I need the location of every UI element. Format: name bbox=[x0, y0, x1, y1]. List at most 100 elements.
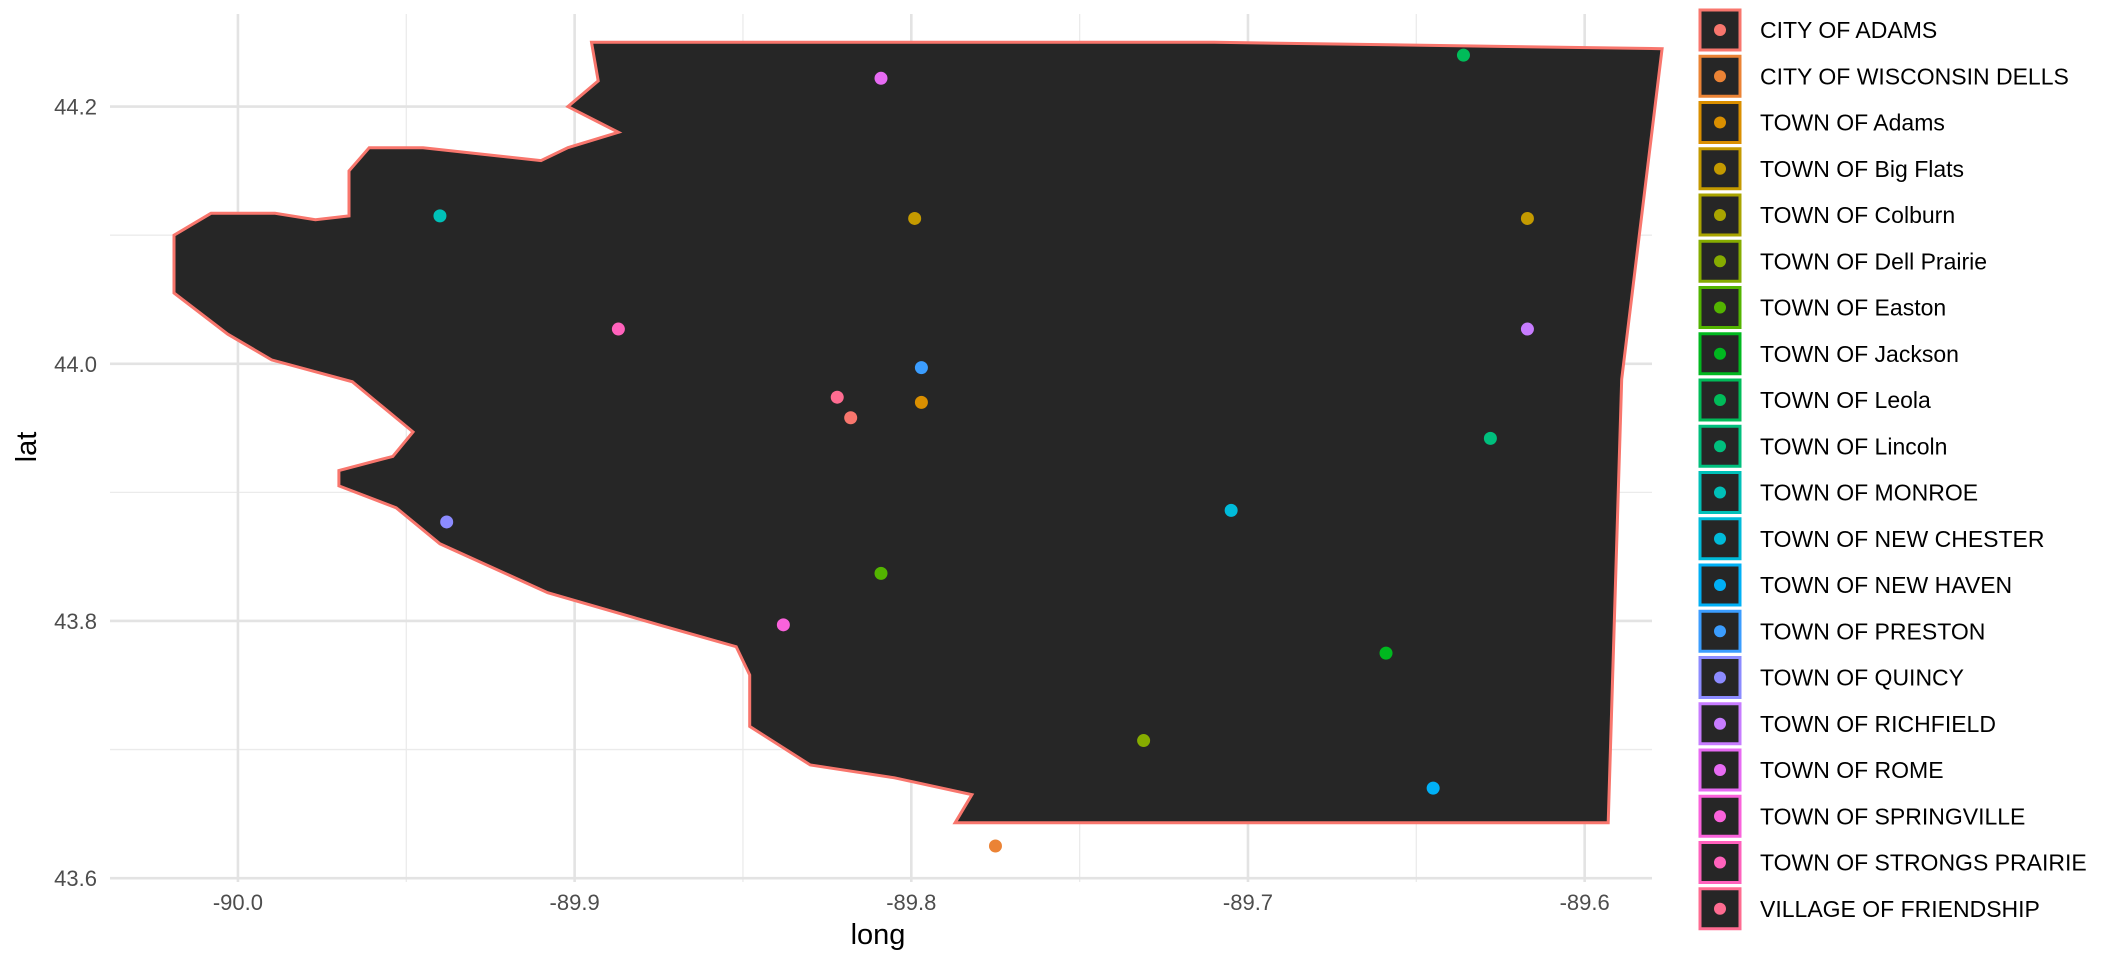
legend-key-dot bbox=[1714, 24, 1726, 36]
legend-item: TOWN OF Lincoln bbox=[1698, 424, 1947, 468]
data-point bbox=[914, 361, 928, 375]
data-point bbox=[1456, 48, 1470, 62]
legend-key-dot bbox=[1714, 394, 1726, 406]
data-point bbox=[611, 322, 625, 336]
legend-label: TOWN OF Dell Prairie bbox=[1760, 248, 1987, 274]
data-point bbox=[440, 515, 454, 529]
legend-key bbox=[1698, 794, 1742, 838]
data-point bbox=[433, 209, 447, 223]
data-point bbox=[1520, 211, 1534, 225]
legend: CITY OF ADAMS CITY OF WISCONSIN DELLS TOWN… bbox=[1698, 8, 2087, 931]
legend-key-dot bbox=[1714, 856, 1726, 869]
legend-key-dot bbox=[1714, 116, 1726, 129]
x-tick-label: -89.9 bbox=[550, 890, 600, 915]
legend-label: TOWN OF PRESTON bbox=[1760, 618, 1985, 644]
legend-item: TOWN OF Easton bbox=[1698, 286, 1946, 329]
legend-item: TOWN OF PRESTON bbox=[1698, 609, 1985, 653]
legend-item: TOWN OF NEW CHESTER bbox=[1698, 517, 2045, 561]
legend-key-dot bbox=[1714, 579, 1726, 591]
legend-label: TOWN OF NEW HAVEN bbox=[1760, 572, 2012, 598]
legend-item: TOWN OF ROME bbox=[1698, 748, 1944, 792]
legend-label: TOWN OF Big Flats bbox=[1760, 156, 1964, 182]
legend-label: TOWN OF Adams bbox=[1760, 110, 1945, 136]
legend-label: TOWN OF Easton bbox=[1760, 295, 1946, 321]
legend-item: TOWN OF Colburn bbox=[1698, 193, 1955, 237]
legend-key-dot bbox=[1714, 70, 1726, 83]
data-point bbox=[914, 395, 928, 409]
legend-label: TOWN OF QUINCY bbox=[1760, 665, 1964, 691]
legend-key-dot bbox=[1714, 625, 1726, 638]
legend-label: TOWN OF MONROE bbox=[1760, 480, 1978, 506]
x-tick-label: -90.0 bbox=[213, 890, 263, 915]
y-axis-ticks: 43.6 43.8 44.0 44.2 bbox=[54, 95, 97, 892]
legend-key-dot bbox=[1714, 532, 1726, 545]
data-point bbox=[776, 618, 790, 632]
legend-label: TOWN OF RICHFIELD bbox=[1760, 711, 1996, 737]
legend-item: TOWN OF STRONGS PRAIRIE bbox=[1698, 841, 2087, 884]
x-axis-title: long bbox=[851, 919, 906, 951]
legend-label: CITY OF ADAMS bbox=[1760, 17, 1937, 43]
legend-key-dot bbox=[1714, 486, 1726, 499]
y-axis-title: lat bbox=[11, 432, 43, 463]
data-point bbox=[1137, 734, 1151, 748]
legend-item: TOWN OF Dell Prairie bbox=[1698, 239, 1987, 283]
legend-label: TOWN OF Leola bbox=[1760, 387, 1931, 413]
legend-item: VILLAGE OF FRIENDSHIP bbox=[1698, 887, 2040, 931]
legend-item: CITY OF ADAMS bbox=[1698, 8, 1937, 52]
points-layer bbox=[433, 48, 1534, 853]
y-tick-label: 44.0 bbox=[54, 352, 97, 377]
legend-label: TOWN OF Colburn bbox=[1760, 202, 1955, 228]
legend-item: TOWN OF SPRINGVILLE bbox=[1698, 794, 2025, 838]
legend-key-dot bbox=[1714, 902, 1726, 915]
data-point bbox=[1520, 322, 1534, 336]
x-tick-label: -89.8 bbox=[886, 890, 936, 915]
data-point bbox=[908, 211, 922, 225]
x-tick-label: -89.6 bbox=[1560, 890, 1610, 915]
legend-label: TOWN OF ROME bbox=[1760, 757, 1944, 783]
data-point bbox=[844, 411, 858, 425]
legend-key-dot bbox=[1714, 162, 1726, 175]
legend-label: TOWN OF STRONGS PRAIRIE bbox=[1760, 850, 2087, 876]
legend-label: TOWN OF SPRINGVILLE bbox=[1760, 803, 2025, 829]
legend-key bbox=[1698, 378, 1742, 422]
legend-label: CITY OF WISCONSIN DELLS bbox=[1760, 63, 2069, 89]
legend-key-dot bbox=[1714, 810, 1726, 823]
y-tick-label: 44.2 bbox=[54, 95, 97, 120]
data-point bbox=[988, 839, 1002, 853]
y-tick-label: 43.8 bbox=[54, 609, 97, 634]
legend-key-dot bbox=[1714, 764, 1726, 776]
data-point bbox=[874, 71, 888, 85]
region-layer bbox=[172, 40, 1664, 825]
legend-item: TOWN OF NEW HAVEN bbox=[1698, 563, 2012, 607]
legend-key-dot bbox=[1714, 301, 1726, 314]
legend-key-dot bbox=[1714, 440, 1726, 453]
legend-label: TOWN OF NEW CHESTER bbox=[1760, 526, 2045, 552]
legend-item: CITY OF WISCONSIN DELLS bbox=[1698, 54, 2069, 98]
x-axis-ticks: -90.0 -89.9 -89.8 -89.7 -89.6 bbox=[213, 890, 1610, 915]
legend-key bbox=[1698, 54, 1742, 98]
data-point bbox=[874, 566, 888, 580]
legend-label: VILLAGE OF FRIENDSHIP bbox=[1760, 896, 2040, 922]
legend-label: TOWN OF Lincoln bbox=[1760, 433, 1947, 459]
data-point bbox=[1483, 431, 1497, 445]
legend-item: TOWN OF QUINCY bbox=[1698, 656, 1964, 699]
legend-key bbox=[1698, 841, 1742, 884]
legend-label: TOWN OF Jackson bbox=[1760, 341, 1959, 367]
legend-item: TOWN OF Leola bbox=[1698, 378, 1931, 422]
legend-item: TOWN OF MONROE bbox=[1698, 471, 1978, 514]
legend-key-dot bbox=[1714, 671, 1726, 684]
legend-item: TOWN OF Big Flats bbox=[1698, 147, 1964, 191]
legend-key-dot bbox=[1714, 347, 1726, 360]
x-tick-label: -89.7 bbox=[1223, 890, 1273, 915]
data-point bbox=[830, 390, 844, 404]
legend-item: TOWN OF Adams bbox=[1698, 101, 1945, 144]
legend-item: TOWN OF RICHFIELD bbox=[1698, 702, 1996, 746]
legend-key-dot bbox=[1714, 255, 1726, 268]
data-point bbox=[1379, 646, 1393, 660]
county-region bbox=[172, 40, 1664, 825]
y-tick-label: 43.6 bbox=[54, 866, 97, 891]
legend-key-dot bbox=[1714, 717, 1726, 730]
legend-item: TOWN OF Jackson bbox=[1698, 332, 1959, 376]
legend-key-dot bbox=[1714, 209, 1726, 221]
